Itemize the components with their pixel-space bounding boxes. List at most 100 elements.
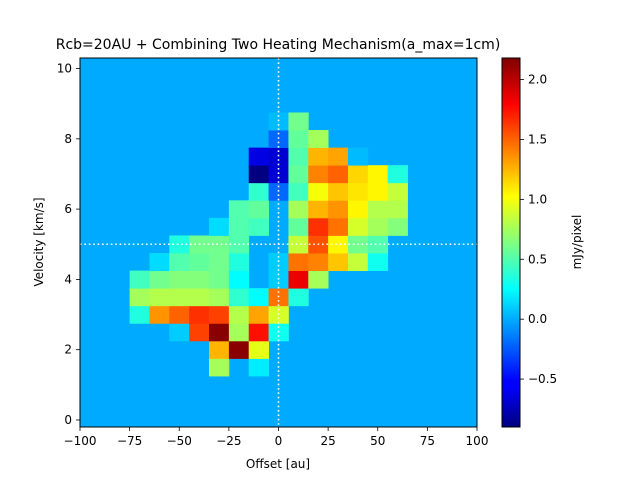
heatmap-cell — [347, 182, 369, 201]
heatmap-cell — [367, 217, 389, 236]
heatmap-cell — [288, 112, 309, 131]
heatmap-cell — [209, 217, 230, 236]
heatmap-cell — [209, 270, 230, 289]
heatmap-cell — [288, 288, 309, 307]
x-tick-label: −75 — [117, 434, 142, 448]
x-tick-label: 75 — [420, 434, 435, 448]
heatmap-cell — [387, 182, 408, 201]
heatmap-cell — [169, 305, 190, 324]
heatmap-cell — [248, 165, 269, 184]
y-tick-label: 6 — [64, 202, 72, 216]
heatmap-cell — [228, 253, 250, 272]
y-axis: 0 2 4 6 8 10 — [57, 62, 80, 427]
heatmap-cell — [248, 323, 269, 342]
heatmap-cell — [209, 358, 230, 377]
colorbar: −0.5 0.0 0.5 1.0 1.5 2.0 mJy/pixel — [501, 57, 584, 428]
x-axis-label: Offset [au] — [246, 457, 310, 471]
heatmap-cell — [347, 217, 369, 236]
heatmap-cell — [248, 147, 269, 166]
heatmap-cell — [367, 253, 389, 272]
y-tick-label: 4 — [64, 272, 72, 286]
heatmap-cell — [288, 165, 309, 184]
x-tick-label: 100 — [466, 434, 489, 448]
heatmap-cell — [149, 305, 170, 324]
heatmap-cell — [288, 270, 309, 289]
heatmap-cell — [268, 147, 289, 166]
heatmap-cell — [189, 323, 210, 342]
heatmap-cell — [328, 165, 349, 184]
heatmap-cell — [209, 323, 230, 342]
x-tick-label: 0 — [275, 434, 283, 448]
heatmap-cell — [288, 130, 309, 149]
colorbar-tick-label: −0.5 — [528, 372, 557, 386]
heatmap-cell — [248, 288, 269, 307]
heatmap-cell — [189, 305, 210, 324]
heatmap-cell — [367, 235, 389, 254]
heatmap-cell — [248, 358, 269, 377]
guide-lines — [80, 58, 477, 427]
colorbar-tick-label: 1.0 — [528, 192, 547, 206]
heatmap-cell — [367, 182, 389, 201]
heatmap-cell — [308, 182, 329, 201]
y-tick-label: 10 — [57, 62, 72, 76]
heatmap-cell — [228, 270, 250, 289]
heatmap-cell — [189, 253, 210, 272]
y-tick-label: 2 — [64, 343, 72, 357]
heatmap-cell — [228, 217, 250, 236]
heatmap-cell — [149, 288, 170, 307]
heatmap-cell — [169, 270, 190, 289]
heatmap-cell — [228, 323, 250, 342]
heatmap-cell — [228, 288, 250, 307]
heatmap-cell — [387, 165, 408, 184]
heatmap-cell — [248, 305, 269, 324]
x-tick-label: −100 — [64, 434, 97, 448]
heatmap-cell — [189, 288, 210, 307]
heatmap-cell — [248, 217, 269, 236]
heatmap-cell — [288, 200, 309, 219]
heatmap-cell — [328, 200, 349, 219]
heatmap-cell — [268, 253, 289, 272]
heatmap-cell — [129, 305, 150, 324]
heatmap-cell — [129, 288, 150, 307]
colorbar-tick-label: 1.5 — [528, 132, 547, 146]
heatmap-cell — [347, 253, 369, 272]
heatmap-cell — [347, 147, 369, 166]
colorbar-ticks: −0.5 0.0 0.5 1.0 1.5 2.0 — [520, 73, 557, 386]
heatmap-cell — [209, 288, 230, 307]
heatmap-cell — [387, 217, 408, 236]
heatmap-cell — [149, 253, 170, 272]
heatmap-cell — [308, 130, 329, 149]
heatmap-cell — [328, 182, 349, 201]
heatmap-cell — [268, 130, 289, 149]
heatmap-cell — [308, 270, 329, 289]
heatmap-cell — [228, 305, 250, 324]
heatmap-cell — [209, 253, 230, 272]
heatmap-cell — [308, 253, 329, 272]
heatmap-cell — [288, 182, 309, 201]
heatmap-cell — [209, 305, 230, 324]
heatmap-cell — [209, 235, 230, 254]
heatmap-cell — [228, 200, 250, 219]
colorbar-tick-label: 0.0 — [528, 312, 547, 326]
heatmap-cell — [268, 112, 289, 131]
heatmap-cell — [248, 200, 269, 219]
heatmap-cell — [347, 165, 369, 184]
y-tick-label: 0 — [64, 413, 72, 427]
colorbar-gradient — [502, 58, 520, 427]
colorbar-frame — [501, 57, 521, 428]
x-tick-label: −25 — [216, 434, 241, 448]
heatmap-cell — [308, 147, 329, 166]
heatmap-cell — [387, 200, 408, 219]
x-tick-label: 25 — [320, 434, 335, 448]
heatmap-cell — [308, 217, 329, 236]
heatmap-cell — [328, 235, 349, 254]
heatmap-cell — [288, 217, 309, 236]
x-tick-label: −50 — [167, 434, 192, 448]
plot-area — [79, 57, 478, 428]
heatmap-cell — [288, 147, 309, 166]
heatmap-cell — [328, 217, 349, 236]
heatmap-cell — [367, 165, 389, 184]
heatmap-cell — [288, 253, 309, 272]
heatmap-cell — [268, 182, 289, 201]
